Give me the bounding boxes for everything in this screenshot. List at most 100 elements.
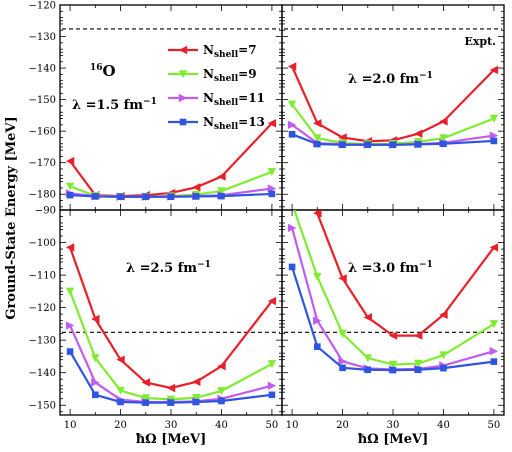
data-point xyxy=(414,366,422,374)
expt-label: Expt. xyxy=(464,35,496,48)
x-axis-label-right: ħΩ [MeV] xyxy=(358,432,429,447)
data-point xyxy=(217,387,226,396)
data-point xyxy=(287,100,297,109)
data-point xyxy=(218,397,225,405)
data-point xyxy=(192,377,201,387)
data-point xyxy=(339,141,346,149)
series-line xyxy=(291,133,494,146)
y-tick-label: −150 xyxy=(29,95,56,106)
x-tick-label: 10 xyxy=(64,420,77,431)
data-point xyxy=(192,393,201,402)
y-tick-label: −130 xyxy=(29,336,56,347)
legend-label: Nshell=7 xyxy=(203,43,257,60)
y-tick-label: −160 xyxy=(29,127,56,138)
data-point xyxy=(267,168,277,177)
data-point xyxy=(389,366,397,374)
data-point xyxy=(166,383,176,393)
y-tick-label: −180 xyxy=(29,190,56,201)
series-line xyxy=(69,290,273,401)
data-point xyxy=(268,190,276,198)
data-point xyxy=(414,359,423,368)
data-point xyxy=(388,360,398,369)
data-point xyxy=(217,361,226,371)
data-point xyxy=(66,191,74,199)
legend-label: Nshell=9 xyxy=(203,67,257,84)
data-point xyxy=(91,378,100,387)
data-point xyxy=(217,172,226,181)
data-point xyxy=(338,274,347,283)
series-line xyxy=(291,103,495,146)
x-tick-label: 20 xyxy=(114,420,127,431)
data-point xyxy=(116,355,125,364)
y-tick-label: −130 xyxy=(29,32,56,43)
lambda-label: λ =2.0 fm−1 xyxy=(348,71,433,87)
data-point xyxy=(313,316,322,325)
data-point xyxy=(490,137,498,145)
y-tick-label: −110 xyxy=(29,271,56,282)
data-point xyxy=(364,366,372,374)
data-point xyxy=(268,391,276,399)
data-point xyxy=(91,314,100,324)
legend-item: Nshell=7 xyxy=(168,43,257,60)
panel-bottom-right: 10 20 30 40 50 λ =3.0 fm−1 xyxy=(281,209,505,431)
data-point xyxy=(363,354,372,363)
data-point xyxy=(439,351,448,360)
data-point xyxy=(218,192,225,200)
x-tick-label: 20 xyxy=(336,420,349,431)
nucleus-label: 16O xyxy=(90,62,116,80)
data-point xyxy=(489,243,499,252)
data-point xyxy=(141,394,150,403)
panel-top-right: λ =2.0 fm−1 xyxy=(281,4,505,211)
series-line xyxy=(293,210,495,366)
legend-marker xyxy=(179,118,187,126)
x-tick-label: 40 xyxy=(215,420,228,431)
data-point xyxy=(267,381,277,390)
y-tick-label: −90 xyxy=(35,206,56,217)
series-group xyxy=(287,62,499,149)
series-group xyxy=(65,243,277,407)
legend-marker xyxy=(178,93,188,103)
series-line xyxy=(315,210,495,337)
x-tick-label: 30 xyxy=(387,420,400,431)
legend-label: Nshell=13 xyxy=(203,115,265,132)
data-point xyxy=(489,114,499,123)
data-point xyxy=(439,310,448,319)
x-tick-label: 50 xyxy=(266,420,279,431)
lambda-label: λ =3.0 fm−1 xyxy=(348,260,433,276)
legend-label: Nshell=11 xyxy=(203,91,265,108)
x-tick-label: 40 xyxy=(437,420,450,431)
y-tick-label: −120 xyxy=(29,303,56,314)
data-point xyxy=(65,156,75,166)
series-line xyxy=(69,122,273,198)
data-point xyxy=(489,65,499,75)
data-point xyxy=(440,140,447,148)
x-tick-label: 50 xyxy=(488,420,501,431)
x-tick-label: 30 xyxy=(165,420,178,431)
data-point xyxy=(287,62,297,71)
data-point xyxy=(217,187,226,196)
data-point xyxy=(363,313,372,322)
legend-marker xyxy=(178,70,188,79)
data-point xyxy=(313,134,322,143)
data-point xyxy=(65,287,75,296)
data-point xyxy=(192,183,201,192)
data-point xyxy=(414,331,423,340)
series-line xyxy=(70,192,272,198)
data-point xyxy=(116,386,125,395)
data-point xyxy=(288,131,296,138)
panel-top-left: −180 −170 −160 −150 −140 −130 −120 λ =1.5 fm−1 xyxy=(29,1,283,211)
legend-item: Nshell=11 xyxy=(168,91,265,108)
data-point xyxy=(439,117,448,126)
data-point xyxy=(91,354,100,363)
legend-item: Nshell=13 xyxy=(168,115,265,132)
data-point xyxy=(192,193,200,200)
data-point xyxy=(339,364,346,372)
data-point xyxy=(440,364,447,372)
data-point xyxy=(65,321,75,330)
data-point xyxy=(167,193,175,201)
data-point xyxy=(66,348,74,355)
data-point xyxy=(313,272,322,281)
data-point xyxy=(92,391,99,399)
data-point xyxy=(65,182,75,191)
series-line xyxy=(291,266,495,372)
